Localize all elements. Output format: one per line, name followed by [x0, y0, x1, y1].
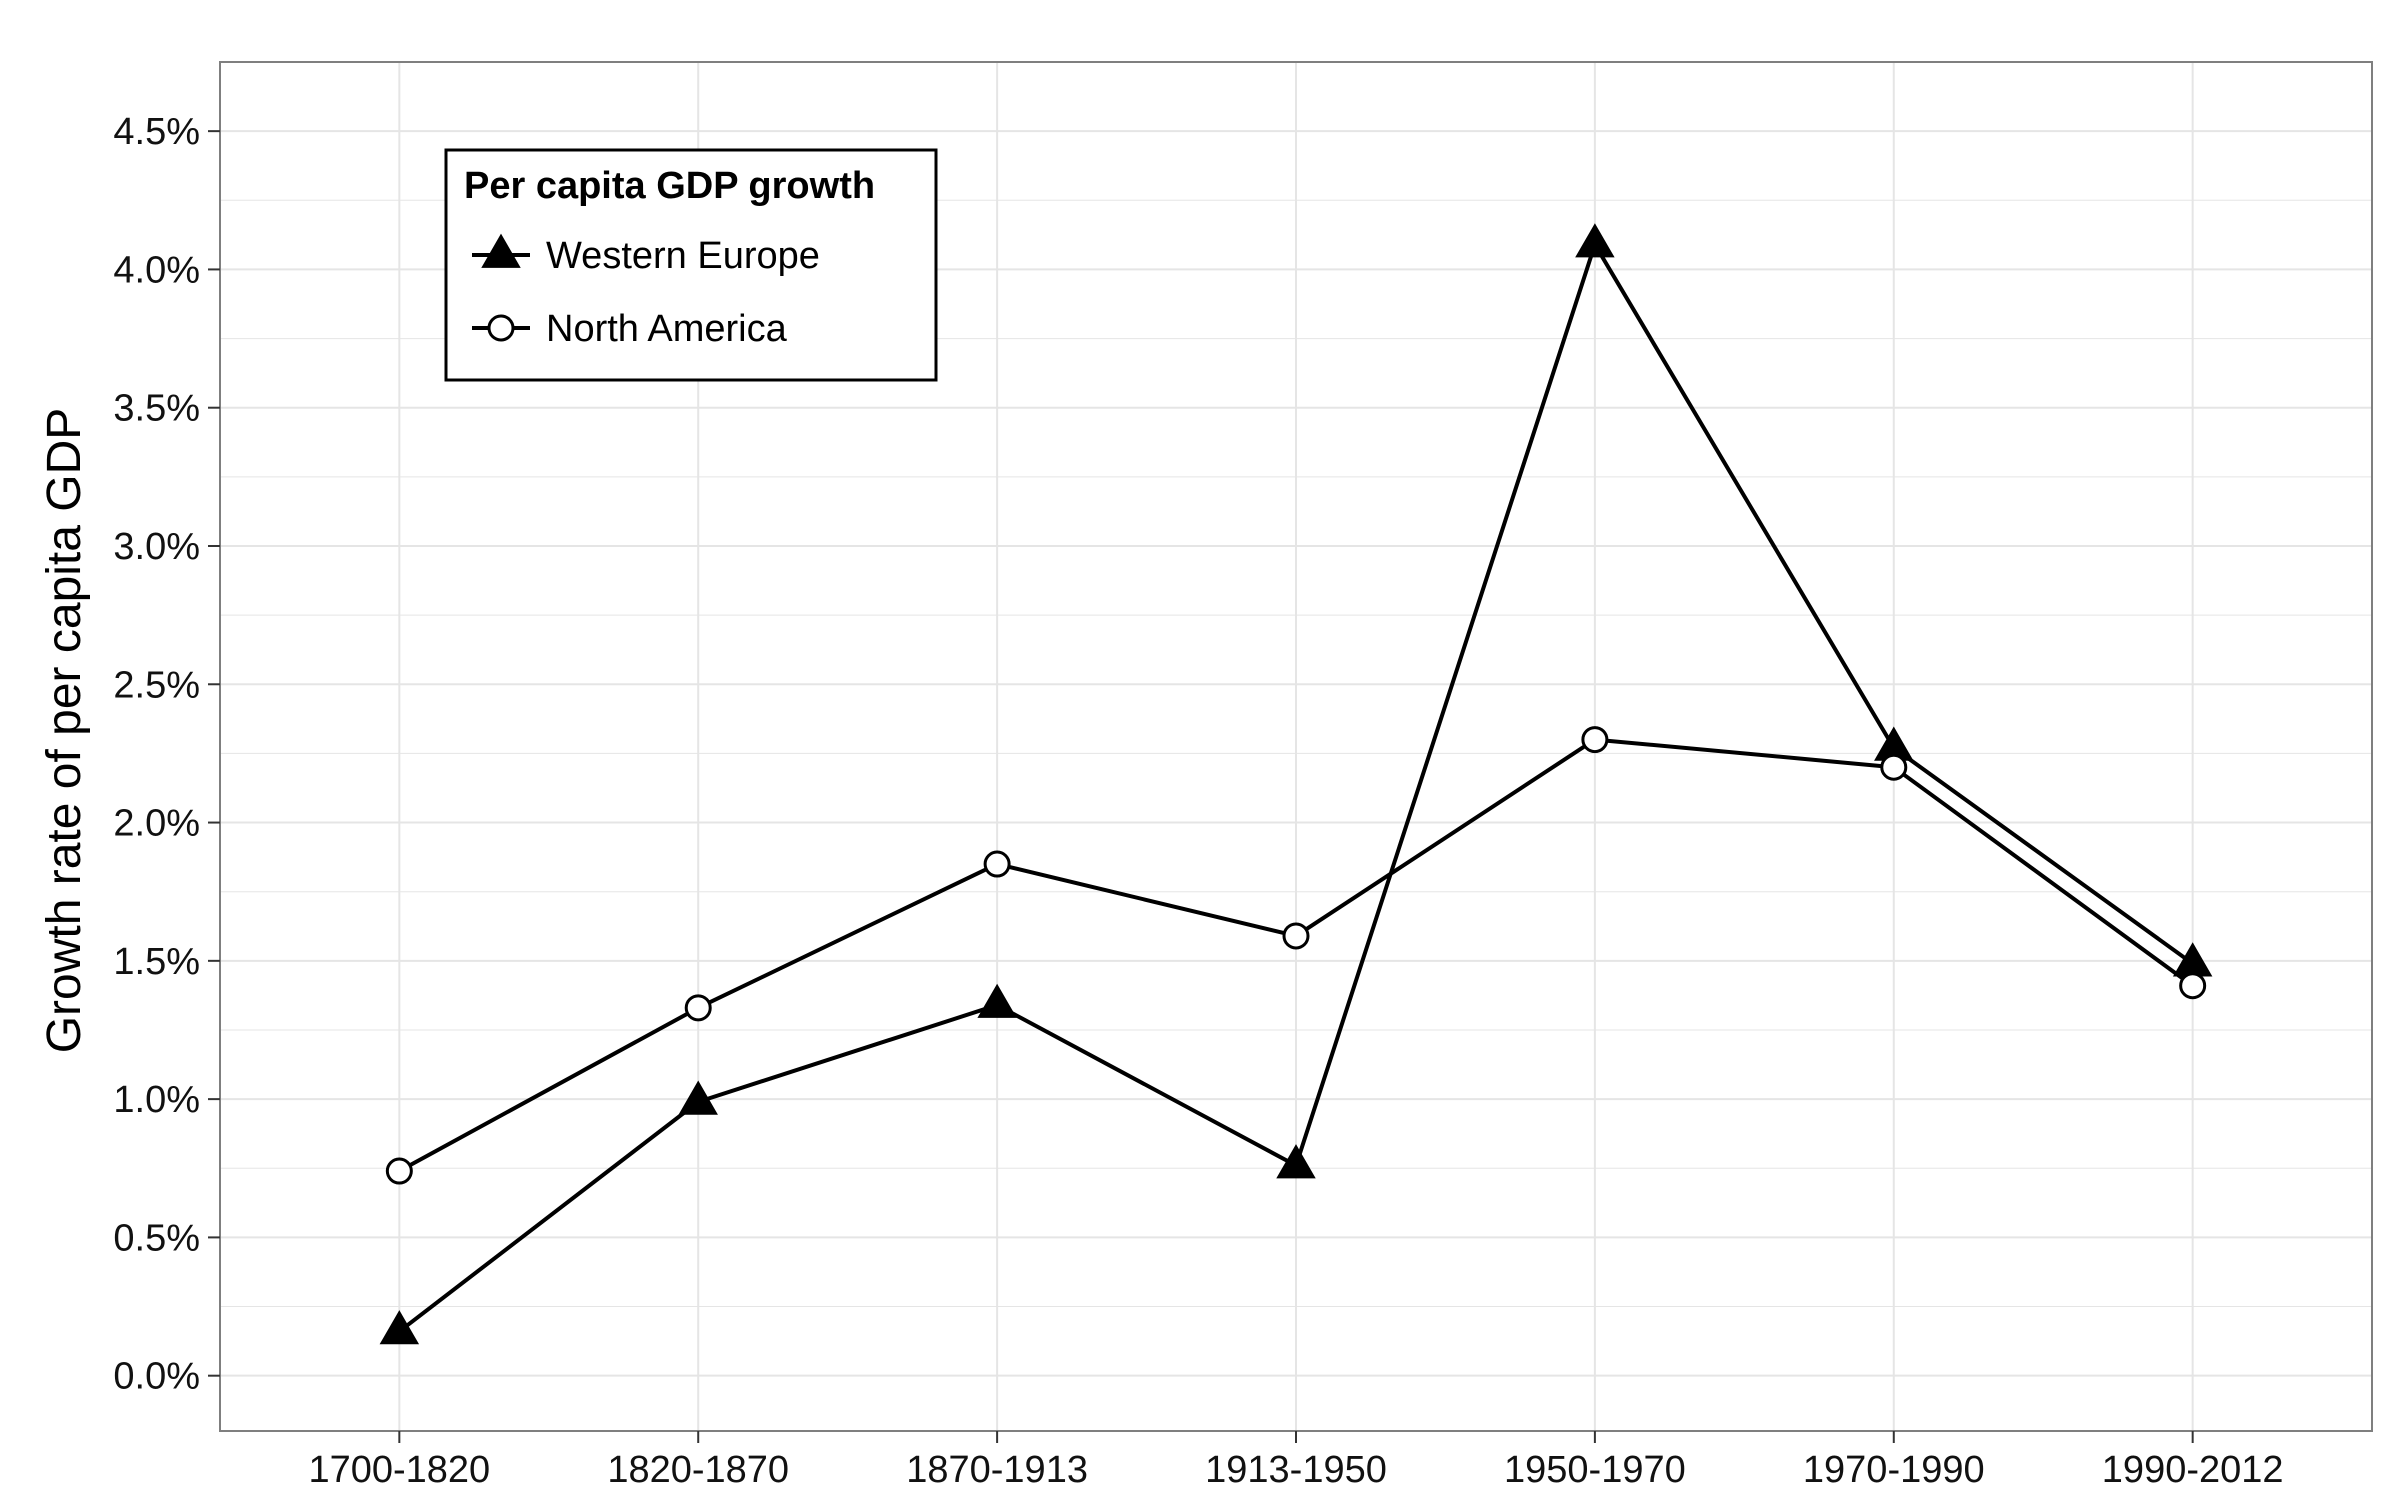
data-point-western-europe — [977, 983, 1017, 1018]
y-tick-label: 1.5% — [113, 941, 200, 983]
y-tick-label: 1.0% — [113, 1079, 200, 1121]
y-tick-label: 4.0% — [113, 249, 200, 291]
y-axis-title: Growth rate of per capita GDP — [38, 408, 91, 1054]
legend-title: Per capita GDP growth — [464, 165, 875, 207]
x-tick-label: 1970-1990 — [1803, 1449, 1985, 1491]
data-point-western-europe — [1575, 223, 1615, 258]
x-tick-label: 1700-1820 — [308, 1449, 490, 1491]
data-point-north-america — [983, 850, 1011, 878]
data-point-western-europe — [678, 1080, 718, 1115]
data-point-north-america — [1282, 922, 1310, 950]
y-tick-label: 2.5% — [113, 664, 200, 706]
series-group — [379, 223, 2213, 1345]
y-tick-label: 0.0% — [113, 1356, 200, 1398]
data-point-north-america — [2179, 972, 2207, 1000]
data-point-north-america — [385, 1157, 413, 1185]
data-point-western-europe — [379, 1310, 420, 1345]
legend-key-marker — [481, 233, 521, 268]
y-tick-label: 2.0% — [113, 803, 200, 845]
legend-keys — [472, 233, 530, 342]
data-point-western-europe — [1276, 1144, 1316, 1179]
data-point-north-america — [1581, 726, 1609, 754]
x-tick-label: 1950-1970 — [1504, 1449, 1686, 1491]
axis-ticks: 0.0% 0.5% 1.0% 1.5% 2.0% 2.5% 3.0% 3.5% 4.0% 4.5%… — [113, 111, 2283, 1491]
x-tick-label: 1820-1870 — [607, 1449, 789, 1491]
legend: Per capita GDP growth Western Europe Nor… — [444, 148, 938, 382]
series-western-europe — [379, 223, 2213, 1345]
y-tick-label: 0.5% — [113, 1217, 200, 1259]
legend-label-north-america: North America — [546, 308, 788, 350]
x-tick-label: 1990-2012 — [2102, 1449, 2284, 1491]
legend-key-marker — [487, 314, 515, 342]
y-tick-label: 3.5% — [113, 388, 200, 430]
x-tick-label: 1913-1950 — [1205, 1449, 1387, 1491]
x-tick-label: 1870-1913 — [906, 1449, 1088, 1491]
y-tick-label: 3.0% — [113, 526, 200, 568]
series-north-america — [385, 726, 2207, 1185]
legend-box — [444, 148, 938, 382]
data-point-north-america — [684, 994, 712, 1022]
data-point-north-america — [1880, 753, 1908, 781]
y-tick-label: 4.5% — [113, 111, 200, 153]
legend-label-western-europe: Western Europe — [546, 235, 820, 277]
